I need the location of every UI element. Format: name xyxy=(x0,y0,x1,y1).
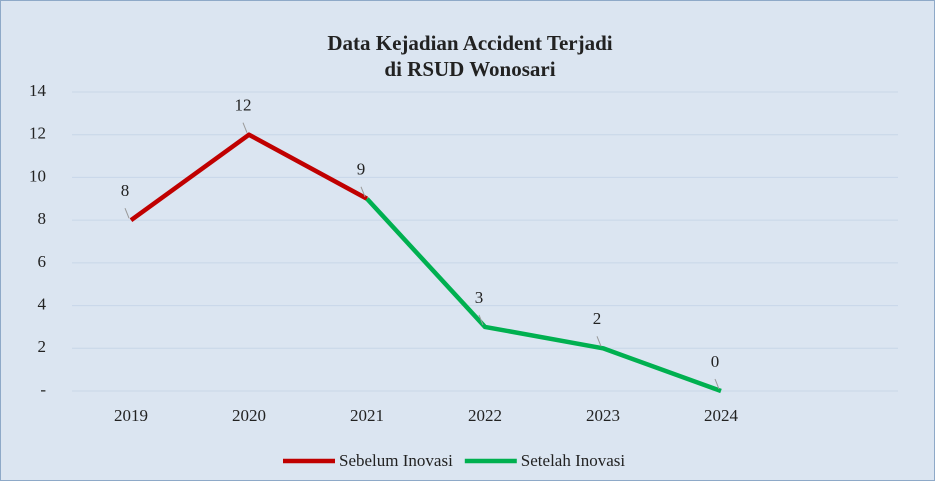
x-tick-label: 2019 xyxy=(114,406,148,425)
y-tick-label: 4 xyxy=(38,294,47,313)
y-tick-label: 12 xyxy=(29,124,46,143)
data-label: 12 xyxy=(235,96,252,115)
leader-line xyxy=(478,314,484,326)
y-tick-label: 6 xyxy=(38,252,47,271)
y-tick-label: 2 xyxy=(38,337,47,356)
x-tick-label: 2024 xyxy=(704,406,739,425)
x-tick-label: 2023 xyxy=(586,406,620,425)
x-tick-label: 2020 xyxy=(232,406,266,425)
y-tick-label: - xyxy=(40,380,46,399)
y-tick-label: 10 xyxy=(29,166,46,185)
data-label: 3 xyxy=(475,288,484,307)
legend-label: Sebelum Inovasi xyxy=(339,451,453,470)
data-label: 8 xyxy=(121,181,130,200)
x-tick-label: 2022 xyxy=(468,406,502,425)
x-tick-label: 2021 xyxy=(350,406,384,425)
data-label: 2 xyxy=(593,309,602,328)
leader-line xyxy=(124,207,130,219)
chart-title: Data Kejadian Accident Terjadi xyxy=(327,31,612,55)
y-tick-label: 8 xyxy=(38,209,47,228)
leader-line xyxy=(596,336,602,347)
data-label: 9 xyxy=(357,160,366,179)
y-tick-label: 14 xyxy=(29,81,47,100)
series-line xyxy=(129,132,369,222)
data-label: 0 xyxy=(711,352,720,371)
legend-label: Setelah Inovasi xyxy=(521,451,626,470)
leader-line xyxy=(242,122,248,133)
series-line xyxy=(365,197,722,394)
chart-subtitle: di RSUD Wonosari xyxy=(384,57,555,81)
leader-line xyxy=(714,378,720,390)
leader-line xyxy=(360,186,366,197)
